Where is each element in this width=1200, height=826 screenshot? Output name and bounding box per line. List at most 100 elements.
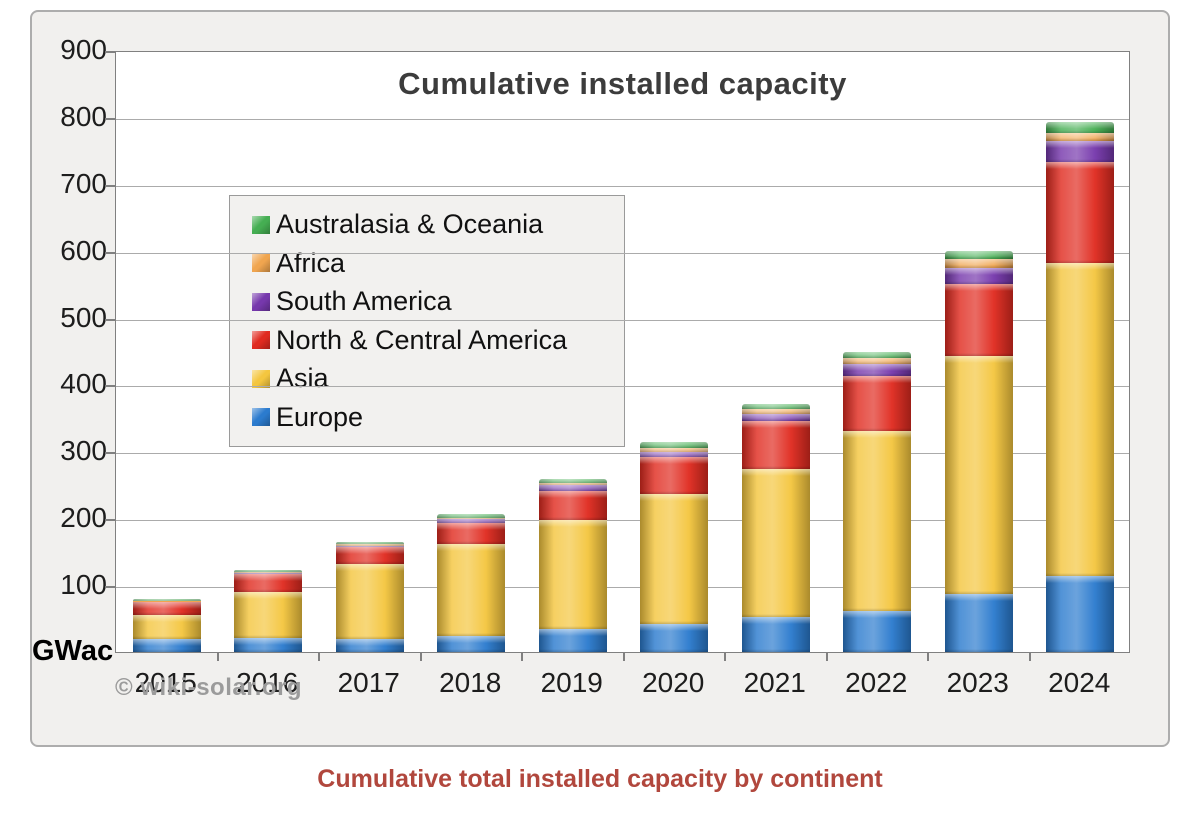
bar-segment <box>234 592 303 638</box>
bar-segment <box>741 403 810 410</box>
bar-segment <box>944 356 1013 595</box>
bar-segment <box>132 639 201 652</box>
y-axis-tick-label: 700 <box>60 167 107 199</box>
bar-segment <box>843 376 912 431</box>
bar-segment <box>1046 161 1115 263</box>
bar-segment <box>132 599 201 601</box>
gridline <box>116 252 1129 254</box>
bar-segment <box>640 452 709 458</box>
bar-segment <box>335 545 404 547</box>
y-axis-tick-label: 800 <box>60 100 107 132</box>
chart-title: Cumulative installed capacity <box>398 66 847 101</box>
x-axis-tick <box>419 652 422 661</box>
x-axis-tick-label: 2018 <box>439 667 502 698</box>
y-axis-tick <box>105 117 115 120</box>
bar-segment <box>741 413 810 421</box>
x-axis-tick-label: 2015 <box>134 667 197 698</box>
legend-item: Europe <box>252 402 624 433</box>
bar-2016 <box>234 569 303 652</box>
legend-color-swatch-icon <box>252 369 270 388</box>
bar-segment <box>741 468 810 618</box>
bar-2017 <box>335 541 404 652</box>
bar-segment <box>234 571 303 574</box>
bar-segment <box>1046 121 1115 133</box>
legend-label: Europe <box>276 401 364 432</box>
x-axis-tick-label: 2021 <box>743 667 806 698</box>
y-axis-unit-label: GWac <box>32 635 114 667</box>
x-axis-tick <box>216 652 219 661</box>
bar-segment <box>538 483 607 486</box>
x-axis-tick-label: 2016 <box>236 667 299 698</box>
legend-item: Asia <box>252 363 624 394</box>
bar-segment <box>741 617 810 652</box>
x-axis-tick-label: 2020 <box>642 667 705 698</box>
bar-segment <box>538 520 607 630</box>
y-axis-tick <box>105 519 115 522</box>
bar-segment <box>741 409 810 414</box>
bar-segment <box>234 637 303 652</box>
bar-segment <box>843 610 912 652</box>
bar-segment <box>335 541 404 545</box>
bar-segment <box>1046 576 1115 652</box>
bar-segment <box>234 573 303 593</box>
legend: Australasia & Oceania Africa South America… <box>229 195 625 447</box>
bar-segment <box>132 601 201 602</box>
bar-2024 <box>1046 121 1115 652</box>
gridline <box>116 587 1129 589</box>
figure-caption: Cumulative total installed capacity by c… <box>317 765 883 793</box>
bar-segment <box>335 544 404 546</box>
y-axis-tick-label: 200 <box>60 502 107 534</box>
bar-segment <box>437 514 506 518</box>
y-axis-tick <box>105 586 115 589</box>
legend-item: Australasia & Oceania <box>252 209 624 240</box>
bar-segment <box>640 441 709 448</box>
bar-segment <box>335 547 404 565</box>
y-axis-tick <box>105 51 115 53</box>
x-axis-tick-label: 2023 <box>946 667 1009 698</box>
legend-item: North & Central America <box>252 325 624 356</box>
y-axis-tick-label: 300 <box>60 435 107 467</box>
bar-segment <box>640 494 709 624</box>
bar-segment <box>132 601 201 615</box>
x-axis-tick <box>825 652 828 661</box>
gridline <box>116 118 1129 120</box>
y-axis-tick <box>105 385 115 388</box>
bar-segment <box>538 629 607 652</box>
bar-2018 <box>437 514 506 652</box>
bar-segment <box>234 573 303 574</box>
bar-segment <box>437 517 506 519</box>
gridline <box>116 386 1129 388</box>
gridline <box>116 185 1129 187</box>
y-axis-tick <box>105 251 115 254</box>
legend-label: North & Central America <box>276 324 568 355</box>
bar-segment <box>741 420 810 469</box>
bar-2021 <box>741 403 810 652</box>
gridline <box>116 520 1129 522</box>
bar-segment <box>843 430 912 611</box>
bar-segment <box>944 268 1013 285</box>
bar-segment <box>538 490 607 521</box>
bar-segment <box>1046 262 1115 577</box>
x-axis-tick <box>724 652 726 661</box>
bar-segment <box>437 522 506 545</box>
y-axis-tick-label: 100 <box>60 569 107 601</box>
x-axis-tick-label: 2022 <box>845 667 908 698</box>
bar-segment <box>538 479 607 484</box>
legend-label: Asia <box>276 363 329 394</box>
legend-color-swatch-icon <box>252 331 270 350</box>
bar-segment <box>132 614 201 640</box>
x-axis-tick <box>521 652 523 661</box>
y-axis-tick-label: 600 <box>60 234 107 266</box>
bar-segment <box>944 594 1013 652</box>
bar-segment <box>538 485 607 491</box>
x-axis-tick-label: 2017 <box>337 667 400 698</box>
y-axis-tick-label: 500 <box>60 301 107 333</box>
x-axis-tick <box>927 652 929 661</box>
legend-item: South America <box>252 286 624 317</box>
gridline <box>116 453 1129 455</box>
bar-segment <box>437 518 506 523</box>
bar-2019 <box>538 479 607 652</box>
bar-segment <box>944 284 1013 357</box>
legend-label: Australasia & Oceania <box>276 209 544 240</box>
bar-segment <box>843 358 912 365</box>
